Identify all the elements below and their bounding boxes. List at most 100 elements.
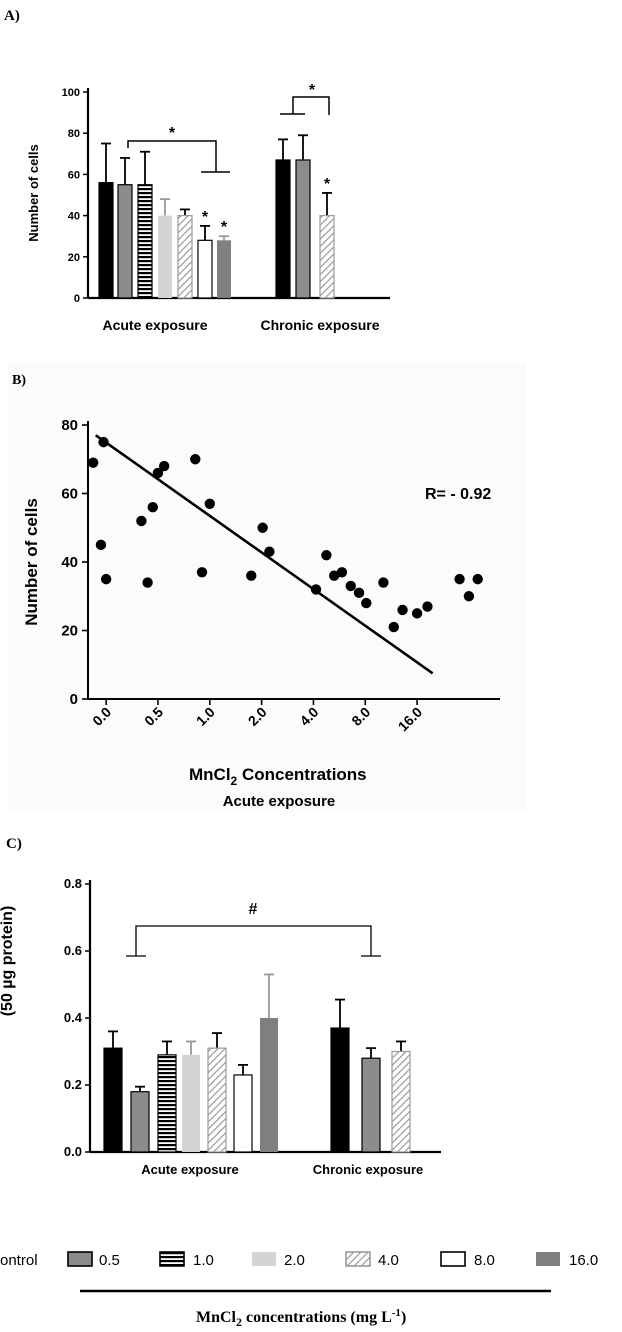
panel-b-r-annotation: R= - 0.92 — [425, 486, 491, 503]
c-bar — [182, 1054, 200, 1152]
b-data-point — [310, 584, 322, 595]
c-y-tick-label: 0.4 — [64, 1010, 83, 1025]
b-data-point — [87, 457, 99, 468]
b-data-point — [204, 498, 215, 509]
b-y-tick-label: 60 — [61, 486, 78, 503]
legend-swatch-4.0 — [345, 1251, 371, 1267]
b-data-point — [345, 580, 356, 592]
legend-swatch-8.0 — [440, 1251, 466, 1267]
a-bar — [319, 215, 335, 299]
b-data-point — [158, 460, 170, 472]
panel-c: C) (50 µg protein) 0.0 0.2 0.4 0.6 0.8 # Acu… — [0, 836, 441, 1177]
b-data-point — [378, 577, 389, 588]
panel-c-letter: C) — [6, 836, 22, 852]
c-bar — [391, 1050, 411, 1153]
panel-b-ylabel: Number of cells — [22, 498, 41, 626]
a-y-tick-label: 100 — [62, 87, 80, 99]
c-y-tick-label: 0.6 — [64, 943, 82, 958]
b-data-point — [147, 502, 158, 513]
b-data-point — [472, 573, 483, 585]
panel-c-group-label-chronic: Chronic exposure — [313, 1162, 424, 1177]
a-bracket-chronic — [292, 96, 330, 115]
b-data-point — [190, 454, 201, 465]
panel-c-group-label-acute: Acute exposure — [141, 1162, 239, 1177]
b-y-tick-label: 40 — [61, 554, 78, 571]
panel-c-bars — [103, 973, 411, 1153]
panel-a-group-label-acute: Acute exposure — [102, 317, 207, 333]
c-bar — [361, 1057, 381, 1153]
b-data-point — [422, 601, 433, 612]
panel-c-annotations: # — [126, 901, 381, 957]
a-bar — [197, 239, 213, 299]
b-data-point — [196, 567, 208, 578]
a-bar-star: * — [221, 219, 228, 236]
b-data-point — [454, 573, 465, 585]
a-bar — [98, 182, 114, 299]
a-y-tick-label: 0 — [74, 293, 80, 305]
b-data-point — [353, 587, 365, 599]
a-bar-star: * — [324, 176, 331, 193]
b-data-point — [361, 597, 372, 609]
legend-label-4.0: 4.0 — [378, 1252, 399, 1269]
b-data-point — [463, 591, 475, 602]
panel-b-points — [87, 434, 483, 675]
panel-a-ylabel: Number of cells — [26, 144, 41, 242]
legend-swatch-2.0 — [252, 1252, 276, 1266]
b-data-point — [136, 515, 147, 527]
b-regression-line — [95, 434, 434, 675]
b-data-point — [264, 546, 275, 557]
a-bar — [177, 215, 193, 299]
panel-b-letter: B) — [12, 373, 26, 388]
legend-label-1.0: 1.0 — [193, 1252, 214, 1269]
b-data-point — [257, 522, 268, 533]
b-data-point — [336, 567, 348, 578]
c-bar — [260, 1018, 278, 1152]
legend-swatch-1.0 — [159, 1251, 185, 1267]
a-y-tick-label: 20 — [68, 252, 80, 264]
panel-a-group-label-chronic: Chronic exposure — [260, 317, 379, 333]
legend: ontrol 0.5 1.0 2.0 4.0 8.0 16.0 — [0, 1251, 598, 1269]
a-bar — [295, 159, 311, 299]
legend-label-16.0: 16.0 — [569, 1252, 598, 1269]
panel-a-annotations: ** — [127, 82, 330, 173]
a-bar — [137, 184, 153, 299]
c-y-tick-label: 0.8 — [64, 876, 82, 891]
panel-a-letter: A) — [4, 8, 20, 24]
a-y-tick-label: 80 — [68, 128, 80, 140]
b-data-point — [100, 573, 112, 585]
c-y-tick-label: 0.2 — [64, 1077, 82, 1092]
a-bar — [275, 159, 291, 299]
panel-c-ylabel: (50 µg protein) — [0, 906, 16, 1017]
a-y-tick-label: 60 — [68, 169, 80, 181]
legend-label-8.0: 8.0 — [474, 1252, 495, 1269]
a-bracket-chronic-star: * — [309, 82, 316, 99]
b-y-tick-label: 0 — [70, 691, 78, 708]
c-bar — [103, 1047, 123, 1153]
a-bracket-acute-star: * — [169, 125, 176, 142]
legend-title: MnCl2 concentrations (mg L-1) — [196, 1307, 406, 1329]
b-data-point — [142, 577, 153, 588]
b-data-point — [388, 621, 399, 633]
panel-b-background — [8, 362, 526, 812]
panel-b-xlabel-secondary: Acute exposure — [223, 793, 336, 810]
c-bar — [207, 1047, 227, 1153]
legend-swatch-16.0 — [536, 1252, 560, 1266]
a-bar — [217, 240, 231, 298]
b-data-point — [98, 436, 109, 448]
b-data-point — [397, 604, 408, 616]
b-data-point — [328, 570, 340, 581]
a-bracket-acute — [127, 140, 217, 172]
b-data-point — [321, 549, 332, 561]
b-y-tick-label: 20 — [61, 623, 78, 640]
c-bracket-hash: # — [249, 901, 258, 918]
a-bar-star: * — [202, 209, 209, 226]
a-bar — [158, 215, 172, 298]
c-bar — [330, 1027, 350, 1153]
a-bar — [117, 184, 133, 299]
c-bar — [130, 1091, 150, 1153]
b-data-point — [246, 570, 257, 581]
b-data-point — [152, 467, 164, 479]
legend-swatch-0.5 — [67, 1251, 93, 1267]
